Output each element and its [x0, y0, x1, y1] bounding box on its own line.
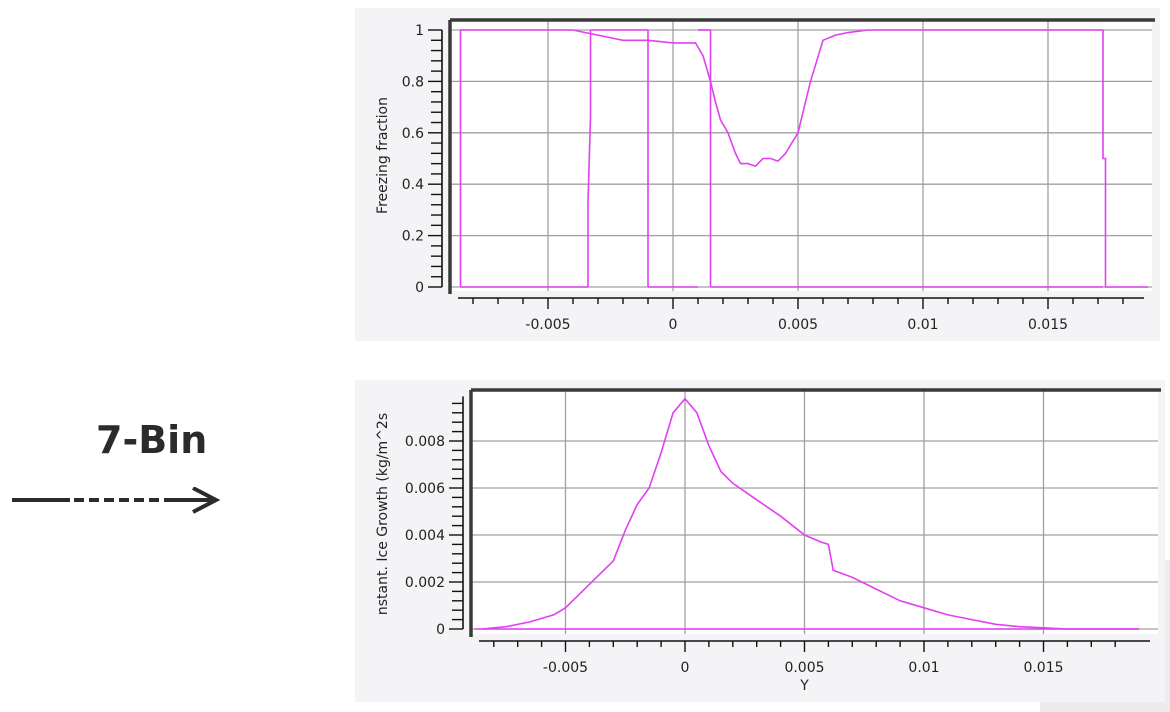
x-tick-label: -0.005	[525, 317, 570, 333]
y-tick-label: 1	[415, 23, 424, 39]
x-tick-label: 0.01	[907, 317, 938, 333]
ice-growth-chart: 0 0.002 0.004 0.006 0.008 -0.005 0 0.005 0.01 0.0…	[375, 388, 1161, 694]
x-tick-label: -0.005	[543, 660, 588, 676]
x-tick-label: 0.015	[1023, 660, 1063, 676]
y-tick-label: 0.6	[402, 126, 424, 142]
x-axis-title: Y	[799, 678, 809, 694]
y-tick-label: 0	[436, 622, 445, 638]
bin-count-label: 7-Bin	[96, 418, 208, 462]
ice-growth-chart-panel: 0 0.002 0.004 0.006 0.008 -0.005 0 0.005 0.01 0.0…	[355, 380, 1165, 702]
freezing-fraction-chart-panel: 0 0.2 0.4 0.6 0.8 1 -0.005 0 0.005 0.01 0.015 Freez…	[355, 8, 1160, 341]
y-tick-label: 0.2	[402, 229, 424, 245]
y-tick-label: 0.008	[405, 434, 445, 450]
y-tick-label: 0	[415, 280, 424, 296]
data-series-line	[481, 397, 1140, 630]
y-axis-title: Freezing fraction	[375, 97, 391, 214]
x-tick-label: 0.01	[908, 660, 939, 676]
dashed-right-arrow-icon	[12, 487, 221, 514]
data-series-line	[587, 30, 592, 287]
y-tick-label: 0.4	[402, 177, 424, 193]
plot-area	[471, 390, 1158, 634]
freezing-fraction-chart: 0 0.2 0.4 0.6 0.8 1 -0.005 0 0.005 0.01 0.015 Freez…	[375, 18, 1155, 333]
x-tick-label: 0.005	[784, 660, 824, 676]
x-tick-label: 0.015	[1028, 317, 1068, 333]
data-series-line	[459, 29, 1148, 288]
x-tick-label: 0	[669, 317, 678, 333]
y-tick-label: 0.8	[402, 74, 424, 90]
x-tick-label: 0.005	[778, 317, 818, 333]
y-axis-title: nstant. Ice Growth (kg/m^2s	[375, 413, 391, 615]
background-decoration	[1040, 700, 1170, 712]
y-tick-label: 0.006	[405, 481, 445, 497]
plot-area	[450, 20, 1152, 291]
y-tick-label: 0.004	[405, 528, 445, 544]
y-tick-label: 0.002	[405, 575, 445, 591]
x-tick-label: 0	[681, 660, 690, 676]
